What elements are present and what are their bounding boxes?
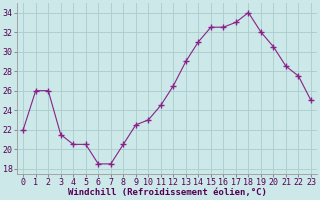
X-axis label: Windchill (Refroidissement éolien,°C): Windchill (Refroidissement éolien,°C) — [68, 188, 267, 197]
